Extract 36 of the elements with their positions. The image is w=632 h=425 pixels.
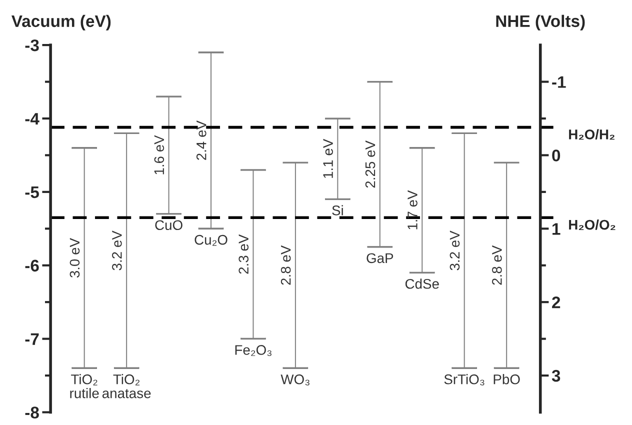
data-label: 2.8 eV bbox=[492, 245, 502, 285]
x-tick-label: PbO bbox=[494, 374, 520, 384]
y-tick-label: -7 bbox=[25, 333, 39, 345]
y-tick-label: -4 bbox=[25, 113, 40, 125]
data-label: 3.2 eV bbox=[450, 230, 460, 270]
data-label: 2.4 eV bbox=[196, 120, 206, 160]
data-label: 1.7 eV bbox=[408, 190, 418, 230]
y-tick-label: -8 bbox=[25, 406, 39, 418]
data-label: 2.25 eV bbox=[365, 140, 376, 188]
data-label: 2.8 eV bbox=[280, 245, 291, 285]
y2-axis-title: NHE (Volts) bbox=[496, 14, 585, 30]
y-tick-label: -6 bbox=[25, 260, 39, 272]
data-label: 3.0 eV bbox=[70, 238, 80, 278]
y2-tick-label: 1 bbox=[552, 223, 560, 235]
x-tick-label: CuO bbox=[155, 220, 182, 230]
ref-line-label: H₂O/H₂ bbox=[569, 129, 614, 140]
y2-tick-label: 2 bbox=[552, 296, 560, 308]
y2-tick-label: 0 bbox=[552, 150, 560, 162]
y2-tick-label: 3 bbox=[552, 370, 560, 382]
x-tick-label: TiO₂ rutile bbox=[70, 374, 99, 398]
x-tick-label: Fe₂O₃ bbox=[235, 345, 272, 356]
y-axis-title: Vacuum (eV) bbox=[11, 14, 111, 30]
x-tick-label: TiO₂ anatase bbox=[102, 374, 151, 398]
y-tick-label: -3 bbox=[25, 39, 39, 52]
x-tick-label: CdSe bbox=[405, 278, 439, 289]
x-tick-label: Cu₂O bbox=[194, 234, 228, 246]
x-tick-label: SrTiO₃ bbox=[444, 374, 484, 386]
data-label: 3.2 eV bbox=[112, 230, 122, 270]
ref-line-label: H₂O/O₂ bbox=[569, 219, 616, 230]
data-label: 2.3 eV bbox=[238, 234, 249, 274]
data-label: 1.6 eV bbox=[154, 135, 164, 174]
y2-tick-label: -1 bbox=[552, 76, 566, 88]
x-tick-label: GaP bbox=[366, 253, 394, 264]
x-tick-label: WO₃ bbox=[280, 374, 310, 386]
y-tick-label: -5 bbox=[25, 186, 39, 198]
x-tick-label: Si bbox=[332, 205, 343, 216]
